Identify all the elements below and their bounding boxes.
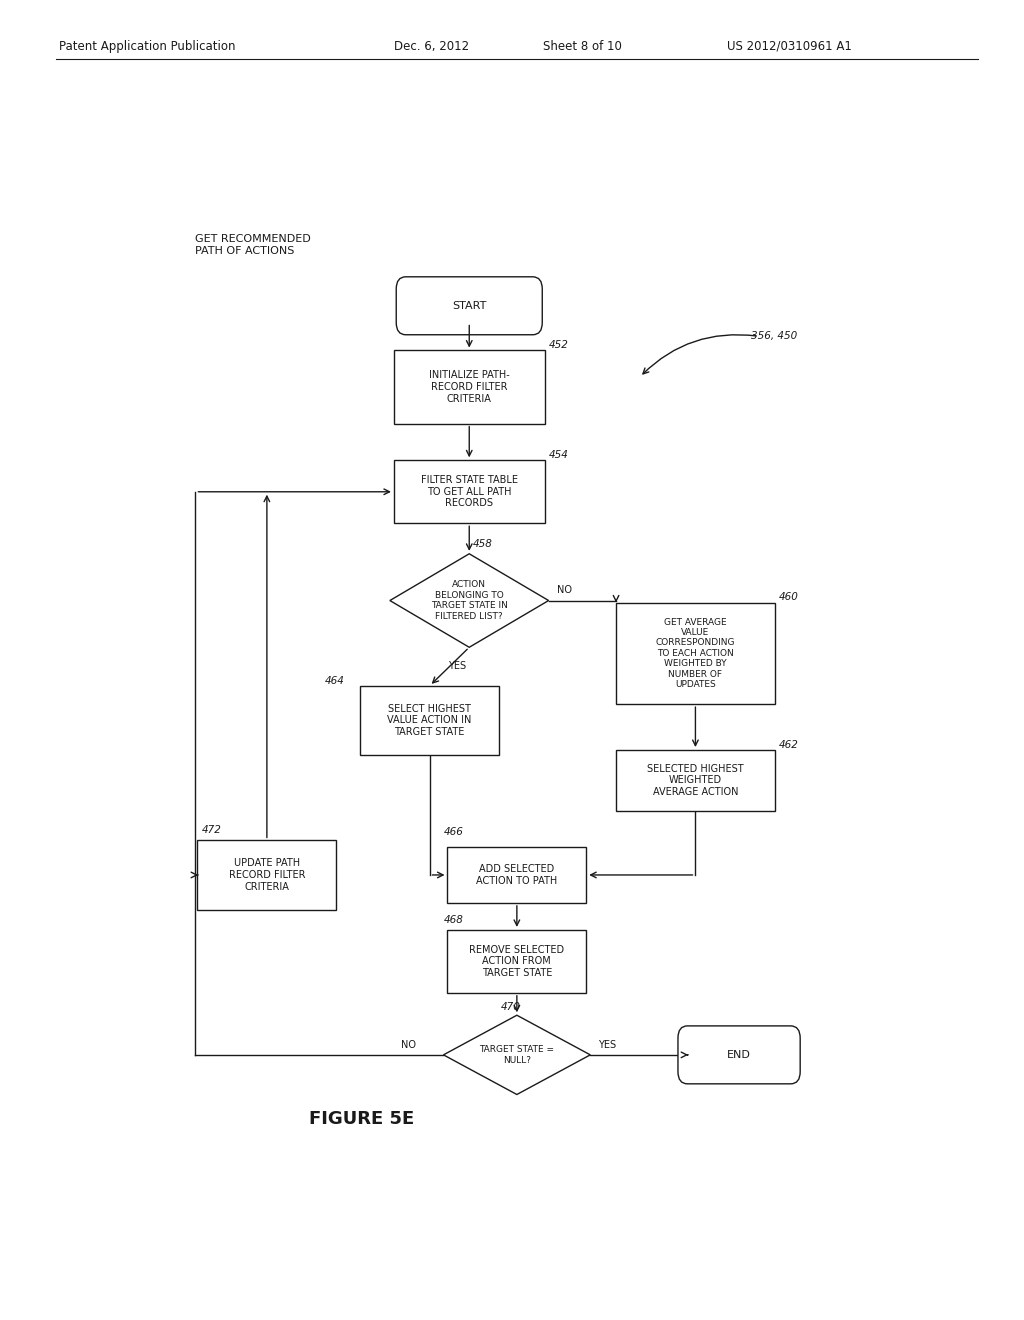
Text: END: END bbox=[727, 1049, 751, 1060]
Text: TARGET STATE =
NULL?: TARGET STATE = NULL? bbox=[479, 1045, 554, 1064]
Text: 466: 466 bbox=[443, 826, 463, 837]
Text: 468: 468 bbox=[443, 915, 463, 925]
Bar bbox=[616, 750, 775, 810]
Text: GET RECOMMENDED
PATH OF ACTIONS: GET RECOMMENDED PATH OF ACTIONS bbox=[196, 234, 311, 256]
Text: 472: 472 bbox=[202, 825, 221, 836]
Polygon shape bbox=[443, 1015, 590, 1094]
Text: Sheet 8 of 10: Sheet 8 of 10 bbox=[543, 40, 622, 53]
Polygon shape bbox=[390, 554, 549, 647]
Text: FIGURE 5E: FIGURE 5E bbox=[309, 1110, 415, 1127]
Text: US 2012/0310961 A1: US 2012/0310961 A1 bbox=[727, 40, 852, 53]
Text: 460: 460 bbox=[778, 593, 799, 602]
Text: 464: 464 bbox=[325, 676, 344, 686]
Text: SELECT HIGHEST
VALUE ACTION IN
TARGET STATE: SELECT HIGHEST VALUE ACTION IN TARGET ST… bbox=[387, 704, 472, 737]
FancyBboxPatch shape bbox=[396, 277, 543, 335]
Text: FILTER STATE TABLE
TO GET ALL PATH
RECORDS: FILTER STATE TABLE TO GET ALL PATH RECOR… bbox=[421, 475, 518, 508]
Text: INITIALIZE PATH-
RECORD FILTER
CRITERIA: INITIALIZE PATH- RECORD FILTER CRITERIA bbox=[429, 371, 510, 404]
Text: YES: YES bbox=[449, 660, 466, 671]
Text: ACTION
BELONGING TO
TARGET STATE IN
FILTERED LIST?: ACTION BELONGING TO TARGET STATE IN FILT… bbox=[431, 581, 508, 620]
Text: ADD SELECTED
ACTION TO PATH: ADD SELECTED ACTION TO PATH bbox=[476, 865, 557, 886]
Text: START: START bbox=[452, 301, 486, 310]
Text: YES: YES bbox=[598, 1040, 616, 1049]
Text: GET AVERAGE
VALUE
CORRESPONDING
TO EACH ACTION
WEIGHTED BY
NUMBER OF
UPDATES: GET AVERAGE VALUE CORRESPONDING TO EACH … bbox=[655, 618, 735, 689]
Bar bbox=[394, 351, 545, 424]
Text: NO: NO bbox=[400, 1040, 416, 1049]
Text: 462: 462 bbox=[778, 741, 799, 750]
Text: SELECTED HIGHEST
WEIGHTED
AVERAGE ACTION: SELECTED HIGHEST WEIGHTED AVERAGE ACTION bbox=[647, 764, 743, 797]
Text: UPDATE PATH
RECORD FILTER
CRITERIA: UPDATE PATH RECORD FILTER CRITERIA bbox=[228, 858, 305, 891]
Bar bbox=[447, 847, 587, 903]
Bar bbox=[616, 602, 775, 704]
Bar bbox=[198, 841, 336, 909]
Text: REMOVE SELECTED
ACTION FROM
TARGET STATE: REMOVE SELECTED ACTION FROM TARGET STATE bbox=[469, 945, 564, 978]
FancyBboxPatch shape bbox=[678, 1026, 800, 1084]
Text: 470: 470 bbox=[501, 1002, 521, 1012]
Bar bbox=[447, 929, 587, 993]
Text: 452: 452 bbox=[549, 341, 568, 350]
Text: NO: NO bbox=[557, 585, 571, 595]
Text: Patent Application Publication: Patent Application Publication bbox=[59, 40, 236, 53]
Bar bbox=[360, 686, 499, 755]
Text: 458: 458 bbox=[473, 539, 494, 549]
Text: 454: 454 bbox=[549, 450, 568, 461]
Text: 356, 450: 356, 450 bbox=[751, 331, 798, 342]
Text: Dec. 6, 2012: Dec. 6, 2012 bbox=[394, 40, 469, 53]
Bar bbox=[394, 461, 545, 523]
